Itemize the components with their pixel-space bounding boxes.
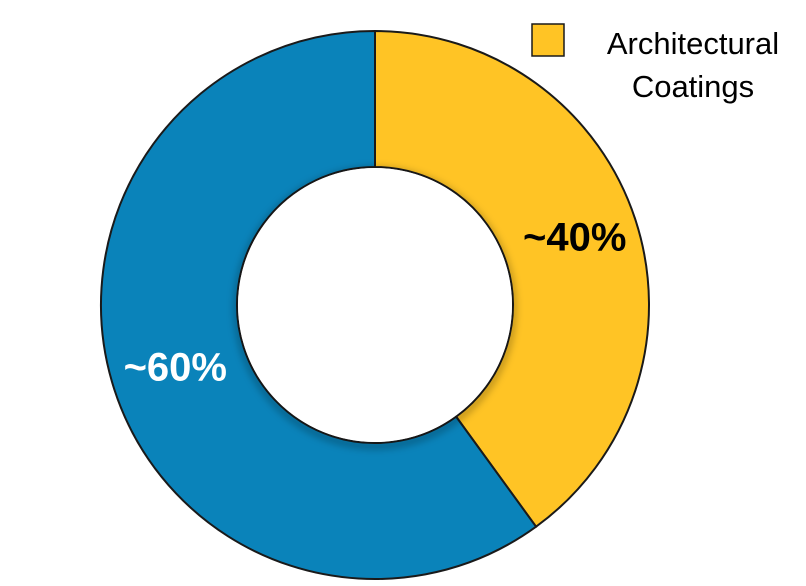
data-label-other: ~60% (124, 345, 227, 389)
legend-swatch-architectural-coatings (531, 23, 565, 57)
legend-label-line2: Coatings (632, 69, 754, 104)
donut-data-labels: ~40% ~60% (124, 216, 627, 390)
data-label-architectural-coatings: ~40% (523, 216, 626, 260)
donut-hole (238, 168, 512, 442)
donut-slices (100, 29, 650, 580)
legend: Architectural Coatings (531, 23, 779, 104)
legend-label-line1: Architectural (607, 26, 779, 61)
